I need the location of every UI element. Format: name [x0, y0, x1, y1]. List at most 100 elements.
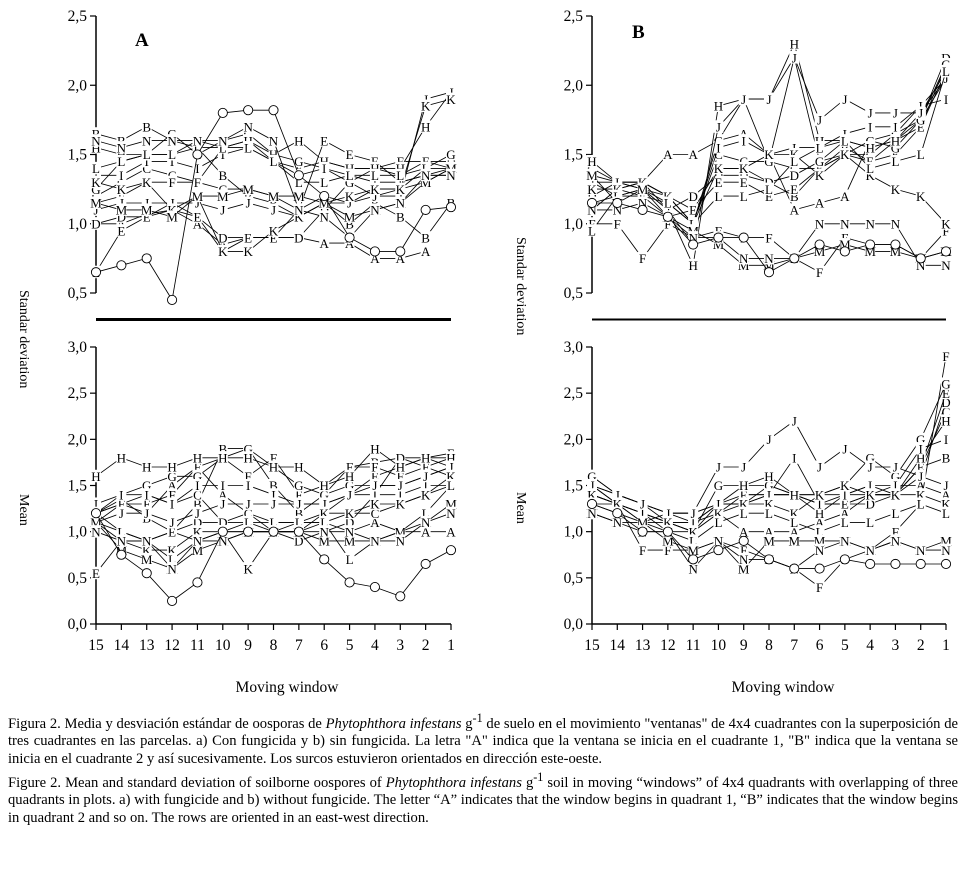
series-marker: G: [167, 126, 176, 141]
series-marker-bg: [217, 488, 228, 501]
series-marker-bg: [713, 479, 724, 492]
series-marker-bg: [915, 497, 926, 510]
series-marker: A: [421, 524, 431, 539]
series-marker: I: [716, 140, 720, 155]
series-marker: [445, 202, 457, 213]
series-marker: N: [193, 133, 203, 148]
series-marker: L: [866, 515, 874, 530]
series-marker-bg: [738, 175, 749, 189]
series-marker: K: [345, 506, 355, 521]
series-marker-bg: [814, 113, 825, 126]
series-marker: J: [398, 478, 403, 493]
series-marker-bg: [293, 460, 304, 474]
series-marker: A: [193, 216, 203, 231]
series-marker: K: [891, 487, 901, 502]
x-tick-label: 3: [396, 637, 404, 654]
series-marker: K: [167, 203, 177, 218]
series-marker: C: [790, 161, 799, 176]
series-marker: K: [320, 506, 330, 521]
series-marker: J: [766, 92, 771, 107]
series-marker-bg: [420, 231, 431, 244]
series-o: [90, 508, 457, 606]
series-marker: L: [346, 168, 354, 183]
series-marker-bg: [268, 224, 279, 237]
series-marker: H: [117, 451, 126, 466]
series-marker: K: [243, 244, 253, 259]
series-marker: J: [716, 460, 721, 475]
series-marker-bg: [395, 525, 406, 538]
series-marker: I: [246, 478, 250, 493]
series-marker: L: [942, 64, 950, 79]
series-marker: N: [396, 534, 406, 549]
series-marker-bg: [268, 134, 279, 147]
series-marker-bg: [612, 217, 623, 230]
series-marker-bg: [865, 543, 876, 557]
series-marker-bg: [688, 534, 699, 547]
series-marker-bg: [395, 182, 406, 196]
series-marker: F: [715, 223, 722, 238]
x-tick-label: 6: [816, 637, 824, 654]
series-marker: K: [370, 497, 380, 512]
series-marker: F: [664, 543, 671, 558]
series-marker-bg: [243, 451, 254, 464]
series-marker: N: [294, 203, 304, 218]
series-marker-bg: [814, 580, 825, 594]
series-marker-bg: [192, 534, 203, 547]
series-marker-bg: [192, 543, 203, 557]
series-marker: F: [942, 349, 949, 364]
series-marker-bg: [890, 488, 901, 501]
series-marker: N: [613, 515, 623, 530]
series-marker-bg: [612, 497, 623, 510]
series-marker-bg: [637, 515, 648, 529]
series-marker: K: [739, 497, 749, 512]
series-marker: J: [741, 460, 746, 475]
series-marker-bg: [217, 515, 228, 529]
series-marker: J: [119, 196, 124, 211]
series-marker: E: [270, 230, 278, 245]
series-marker: C: [739, 154, 748, 169]
series-marker: [445, 545, 457, 556]
series-marker: N: [865, 543, 875, 558]
series-marker-bg: [141, 543, 152, 557]
series-marker-bg: [319, 515, 330, 529]
series-marker: J: [144, 506, 149, 521]
series-marker-bg: [243, 231, 254, 244]
series-marker-bg: [941, 217, 951, 230]
series-marker: I: [423, 478, 427, 493]
series-marker-bg: [420, 175, 431, 189]
series-marker-bg: [268, 488, 279, 501]
series-marker-bg: [395, 534, 406, 547]
series-marker: K: [243, 561, 253, 576]
series-marker-bg: [941, 395, 951, 409]
series-marker-bg: [587, 168, 597, 182]
series-marker: B: [396, 210, 405, 225]
series-marker-bg: [814, 543, 825, 557]
series-marker-bg: [789, 534, 800, 547]
series-marker-bg: [446, 469, 456, 483]
series-marker-bg: [941, 349, 951, 363]
series-marker-bg: [713, 238, 724, 251]
series-marker-bg: [91, 566, 101, 580]
series-marker-bg: [141, 154, 152, 168]
series-marker-bg: [865, 488, 876, 501]
series-o: [586, 197, 952, 278]
series-marker: E: [371, 154, 379, 169]
panel-a-sd-ylabel: Standar deviation: [16, 290, 31, 388]
series-marker: N: [117, 140, 127, 155]
series-marker-bg: [243, 196, 254, 209]
series-marker: H: [91, 469, 100, 484]
series-marker: N: [613, 203, 623, 218]
series-marker-bg: [268, 451, 279, 464]
series-marker: I: [868, 478, 872, 493]
series-marker: H: [91, 140, 100, 155]
series-marker-bg: [865, 148, 876, 161]
series-marker-bg: [369, 442, 380, 455]
series-marker-bg: [420, 525, 431, 538]
x-tick-label: 14: [610, 637, 626, 654]
series-l: LLLLLLLLLLLLLLL: [91, 140, 456, 190]
series-marker-bg: [713, 175, 724, 189]
series-marker-bg: [587, 469, 597, 483]
series-marker: K: [421, 99, 431, 114]
series-marker: B: [790, 189, 799, 204]
series-marker-bg: [941, 377, 951, 390]
